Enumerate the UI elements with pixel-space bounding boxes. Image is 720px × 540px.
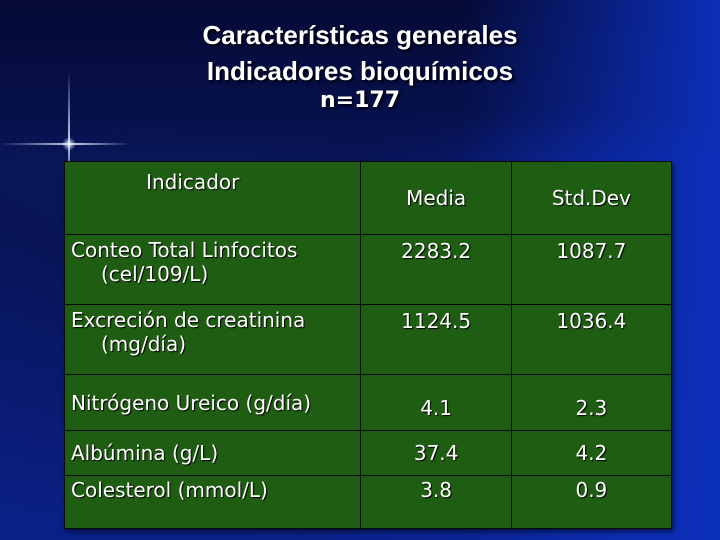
indicator-cell: Nitrógeno Ureico (g/día): [63, 374, 362, 431]
indicators-table: Indicador Media Std.Dev Conteo Total Lin…: [63, 161, 673, 529]
slide-title-line1: Características generales: [202, 20, 518, 50]
header-indicador: Indicador: [63, 161, 362, 235]
table-row: Conteo Total Linfocitos (cel/109/L) 2283…: [63, 234, 673, 305]
table-row: Colesterol (mmol/L) 3.8 0.9: [63, 475, 673, 529]
media-cell: 1124.5: [360, 304, 512, 375]
media-cell: 2283.2: [360, 234, 512, 305]
indicator-unit: (cel/109/L): [101, 262, 209, 286]
header-std-dev: Std.Dev: [510, 161, 673, 235]
table-header-row: Indicador Media Std.Dev: [63, 161, 673, 235]
slide-title-line2: Indicadores bioquímicos: [206, 56, 514, 86]
media-cell: 3.8: [360, 475, 512, 529]
indicator-name: Conteo Total Linfocitos: [71, 238, 298, 262]
table-row: Albúmina (g/L) 37.4 4.2: [63, 430, 673, 476]
indicator-cell: Albúmina (g/L): [63, 430, 362, 476]
std-cell: 1087.7: [510, 234, 673, 305]
indicator-cell: Conteo Total Linfocitos (cel/109/L): [63, 234, 362, 305]
header-media: Media: [360, 161, 512, 235]
std-cell: 2.3: [510, 374, 673, 431]
std-cell: 1036.4: [510, 304, 673, 375]
std-cell: 4.2: [510, 430, 673, 476]
indicator-cell: Excreción de creatinina (mg/día): [63, 304, 362, 375]
light-flare-vertical: [68, 70, 70, 190]
indicator-cell: Colesterol (mmol/L): [63, 475, 362, 529]
light-flare-center: [62, 137, 76, 151]
std-cell: 0.9: [510, 475, 673, 529]
media-cell: 37.4: [360, 430, 512, 476]
media-cell: 4.1: [360, 374, 512, 431]
table-row: Excreción de creatinina (mg/día) 1124.5 …: [63, 304, 673, 375]
indicator-name: Excreción de creatinina: [71, 308, 306, 332]
indicator-unit: (mg/día): [101, 332, 187, 356]
table-row: Nitrógeno Ureico (g/día) 4.1 2.3: [63, 374, 673, 431]
sample-size-label: n=177: [319, 88, 401, 113]
